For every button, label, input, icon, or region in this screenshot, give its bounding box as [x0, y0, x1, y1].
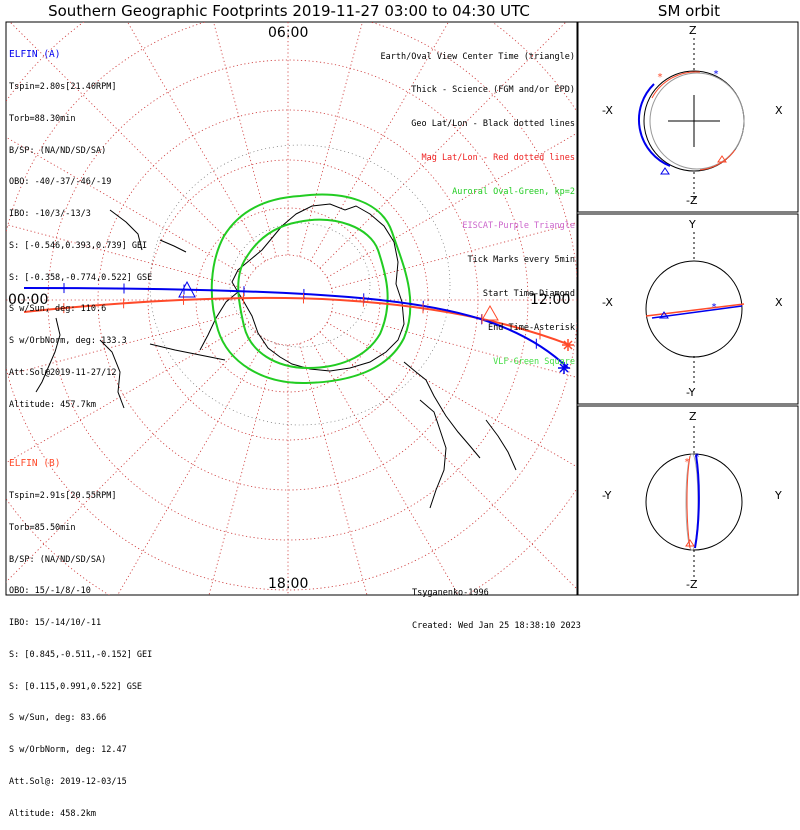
- map-frame: [5, 21, 578, 596]
- time-label-right: 12:00: [530, 292, 571, 308]
- sm-xy-panel: *: [645, 232, 745, 385]
- elfin-b-view-triangle: [481, 304, 499, 321]
- model-credit: Tsyganenko-1996: [412, 588, 489, 598]
- elfin-b-track: [23, 296, 571, 346]
- elfin-b-line: S w/Sun, deg: 83.66: [9, 713, 107, 724]
- elfin-b-line: Altitude: 458.2km: [9, 808, 96, 819]
- sm1-right-label: X: [775, 104, 783, 117]
- elfin-a-line: OBO: -40/-37/-46/-19: [9, 177, 112, 188]
- sm1-bottom-label: -Z: [686, 194, 698, 207]
- elfin-b-line: B/SP: (NA/ND/SD/SA): [9, 554, 107, 565]
- legend-item: EISCAT-Purple Triangle: [462, 221, 575, 232]
- legend-item: Auroral Oval-Green, kp=2: [452, 187, 575, 198]
- sm2-right-label: X: [775, 296, 783, 309]
- auroral-oval: [210, 193, 412, 385]
- created-timestamp: Created: Wed Jan 25 18:38:10 2023: [412, 621, 581, 631]
- elfin-a-line: S w/Sun, deg: 110.6: [9, 304, 107, 315]
- svg-text:*: *: [713, 69, 719, 80]
- time-label-left: 00:00: [8, 292, 49, 308]
- sm3-bottom-label: -Z: [686, 578, 698, 591]
- sm1-top-label: Z: [689, 24, 697, 37]
- elfin-a-line: IBO: -10/3/-13/3: [9, 209, 91, 220]
- legend-item: Geo Lat/Lon - Black dotted lines: [411, 119, 575, 130]
- elfin-b-line: OBO: 15/-1/8/-10: [9, 586, 91, 597]
- sm-yz-panel: * *: [645, 426, 743, 578]
- svg-text:*: *: [657, 72, 663, 83]
- elfin-a-line: S: [-0.546,0.393,0.739] GEI: [9, 240, 148, 251]
- elfin-b-line: Att.Sol@: 2019-12-03/15: [9, 777, 127, 787]
- tick-marks: [63, 283, 541, 349]
- page-title: Southern Geographic Footprints 2019-11-2…: [48, 2, 530, 20]
- elfin-b-line: IBO: 15/-14/10/-11: [9, 618, 102, 629]
- sm2-bottom-label: -Y: [686, 386, 696, 399]
- elfin-b-line: S: [0.845,-0.511,-0.152] GEI: [9, 649, 153, 660]
- elfin-a-line: Att.Sol@2019-11-27/12: [9, 368, 117, 378]
- elfin-b-info: ELFIN (B) Tspin=2.91s[20.55RPM] Torb=85.…: [9, 438, 152, 830]
- sm2-left-label: -X: [602, 296, 613, 309]
- legend: Earth/Oval View Center Time (triangle) T…: [381, 29, 575, 379]
- legend-item: End Time-Asterisk: [488, 322, 575, 333]
- elfin-a-line: Tspin=2.80s[21.40RPM]: [9, 81, 117, 92]
- legend-item: Tick Marks every 5min: [467, 254, 575, 265]
- svg-text:*: *: [684, 457, 690, 468]
- sm3-top-label: Z: [689, 410, 697, 423]
- svg-text:*: *: [711, 302, 717, 313]
- geo-grid: [149, 144, 451, 426]
- sm-xz-panel: * *: [637, 38, 745, 200]
- elfin-a-line: Altitude: 457.7km: [9, 399, 96, 410]
- svg-text:*: *: [694, 452, 700, 463]
- elfin-a-header: ELFIN (A): [9, 49, 61, 61]
- elfin-a-line: Torb=88.30min: [9, 113, 76, 124]
- sm1-left-label: -X: [602, 104, 613, 117]
- elfin-a-end-asterisk: [558, 362, 570, 374]
- credits: Tsyganenko-1996 Created: Wed Jan 25 18:3…: [412, 566, 581, 643]
- legend-item: Mag Lat/Lon - Red dotted lines: [421, 153, 575, 164]
- sm-orbit-title: SM orbit: [657, 2, 721, 20]
- legend-item: VLF-Green Square: [493, 356, 575, 367]
- elfin-a-line: S: [-0.358,-0.774,0.522] GSE: [9, 272, 153, 283]
- mag-meridians: [6, 22, 577, 595]
- elfin-b-line: Torb=85.50min: [9, 522, 76, 533]
- elfin-b-line: S: [0.115,0.991,0.522] GSE: [9, 681, 143, 692]
- elfin-b-line: Tspin=2.91s[20.55RPM]: [9, 490, 117, 501]
- sm-orbit-panels: * * * * *: [577, 21, 799, 596]
- elfin-a-line: S w/OrbNorm, deg: 133.3: [9, 336, 127, 347]
- elfin-b-end-asterisk: [562, 339, 574, 351]
- time-label-top: 06:00: [268, 25, 309, 41]
- legend-item: Earth/Oval View Center Time (triangle): [380, 51, 575, 62]
- elfin-a-line: B/SP: (NA/ND/SD/SA): [9, 145, 107, 156]
- legend-item: Start Time-Diamond: [482, 288, 575, 299]
- elfin-a-view-triangle: [178, 280, 196, 298]
- sm3-right-label: Y: [775, 489, 782, 502]
- footprint-map: * * * * *: [5, 21, 799, 596]
- legend-item: Thick - Science (FGM and/or EPD): [411, 85, 575, 96]
- elfin-a-track: [23, 287, 569, 369]
- elfin-b-line: S w/OrbNorm, deg: 12.47: [9, 745, 127, 756]
- sm2-top-label: Y: [689, 218, 696, 231]
- sm3-left-label: -Y: [602, 489, 612, 502]
- coastlines: [35, 203, 517, 509]
- time-label-bottom: 18:00: [268, 576, 309, 592]
- elfin-b-header: ELFIN (B): [9, 458, 61, 470]
- elfin-a-info: ELFIN (A) Tspin=2.80s[21.40RPM] Torb=88.…: [9, 29, 152, 421]
